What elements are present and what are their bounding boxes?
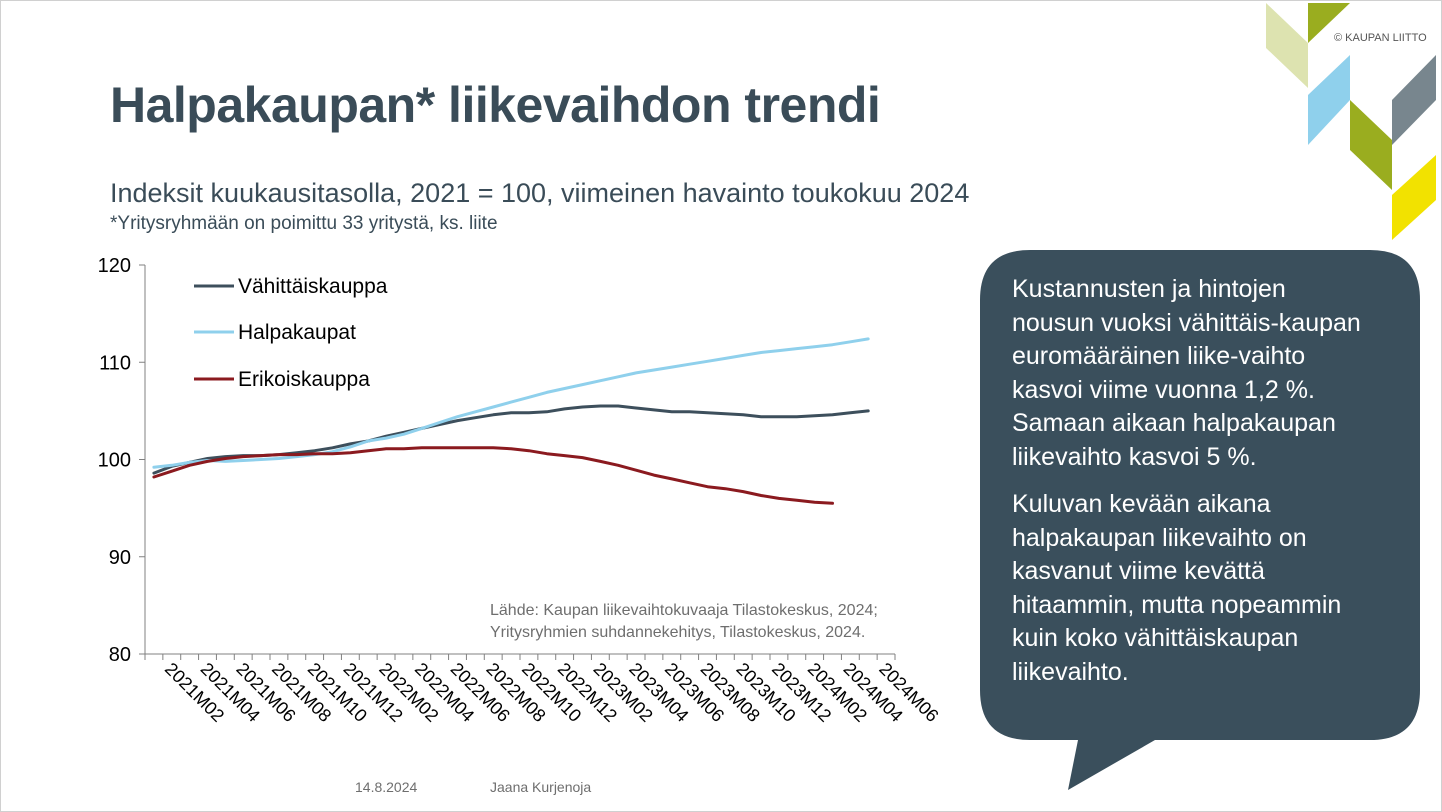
series-line-2 <box>152 337 870 469</box>
callout-paragraph-2: Kuluvan kevään aikana halpakaupan liikev… <box>1012 490 1342 686</box>
copyright-text: © KAUPAN LIITTO <box>1334 32 1427 44</box>
legend-label: Halpakaupat <box>238 321 356 344</box>
logo-shape-1 <box>1266 3 1308 88</box>
callout-paragraph-1: Kustannusten ja hintojen nousun vuoksi v… <box>1012 275 1361 471</box>
y-tick-label: 100 <box>98 450 131 472</box>
logo-shape-2 <box>1308 3 1350 43</box>
y-tick-label: 80 <box>109 644 131 666</box>
source-line-2: Yritysryhmien suhdannekehitys, Tilastoke… <box>490 624 866 641</box>
footer-date: 14.8.2024 <box>355 779 418 795</box>
slide-title: Halpakaupan* liikevaihdon trendi <box>110 77 881 133</box>
line-chart: 80901001101202021M022021M042021M062021M0… <box>98 255 943 726</box>
y-tick-label: 90 <box>109 547 131 569</box>
callout-text: Kustannusten ja hintojen nousun vuoksi v… <box>1012 273 1372 703</box>
y-tick-label: 120 <box>98 255 131 277</box>
legend-label: Erikoiskauppa <box>238 368 370 391</box>
y-tick-label: 110 <box>99 352 131 374</box>
logo-shape-5 <box>1392 55 1436 145</box>
slide-subtitle: Indeksit kuukausitasolla, 2021 = 100, vi… <box>110 178 970 208</box>
slide-footnote: *Yritysryhmään on poimittu 33 yritystä, … <box>110 213 498 234</box>
logo-shape-4 <box>1350 100 1392 190</box>
chart-source: Lähde: Kaupan liikevaihtokuvaaja Tilasto… <box>490 600 878 644</box>
chart-axes: 80901001101202021M022021M042021M062021M0… <box>98 255 943 726</box>
legend-label: Vähittäiskauppa <box>238 275 388 298</box>
logo-shape-3 <box>1308 55 1350 145</box>
chart-series <box>152 337 870 505</box>
source-line-1: Lähde: Kaupan liikevaihtokuvaaja Tilasto… <box>490 602 878 619</box>
series-line-1 <box>152 404 870 475</box>
footer-author: Jaana Kurjenoja <box>490 779 592 795</box>
chart-legend: Vähittäiskauppa Halpakaupat Erikoiskauppa <box>194 275 388 391</box>
logo-shape-6 <box>1392 155 1436 240</box>
kaupan-liitto-logo <box>1266 3 1436 240</box>
series-line-3 <box>152 446 834 505</box>
